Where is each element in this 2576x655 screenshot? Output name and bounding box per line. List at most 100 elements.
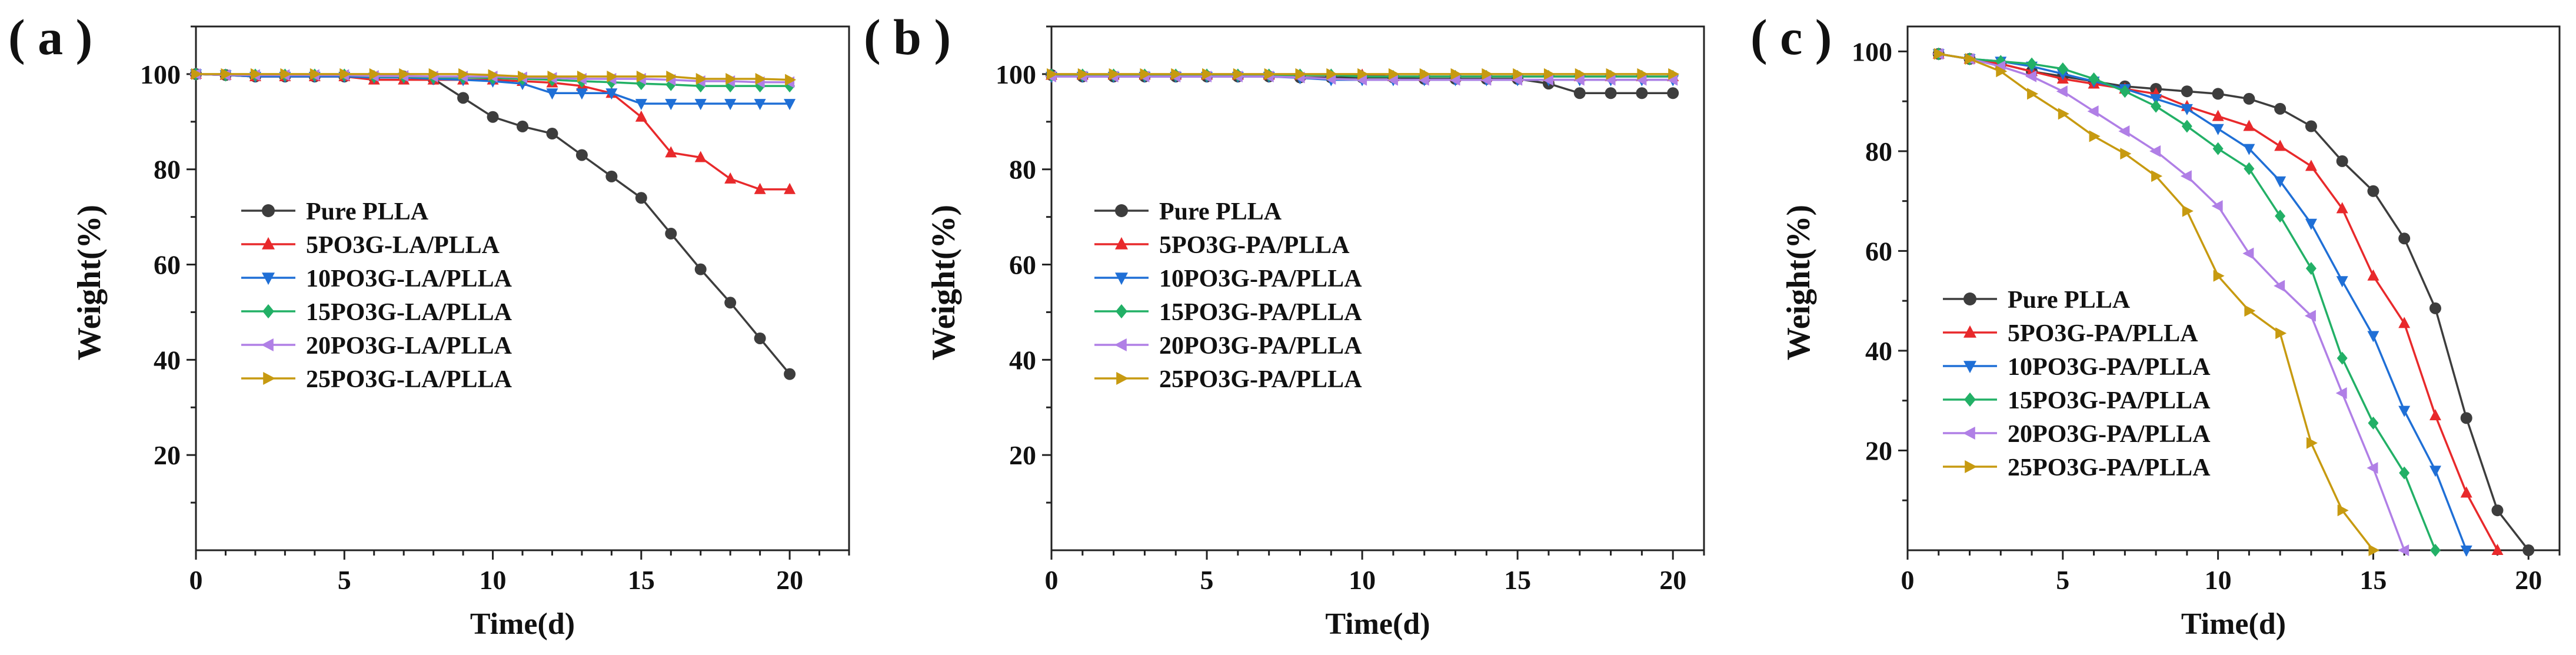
x-tick-label: 5: [1200, 565, 1214, 595]
data-point: [2212, 88, 2224, 100]
data-point: [2491, 544, 2504, 555]
legend-marker: [1964, 392, 1976, 407]
data-point: [2027, 88, 2039, 100]
data-point: [2212, 109, 2224, 121]
data-point: [577, 70, 588, 82]
legend-label: 5PO3G-PA/PLLA: [2008, 320, 2198, 347]
data-point: [1606, 68, 1618, 80]
data-point: [2429, 302, 2441, 314]
data-point: [724, 99, 737, 111]
x-tick-label: 5: [338, 565, 351, 595]
data-point: [399, 68, 411, 80]
legend-marker: [261, 338, 274, 351]
data-point: [2398, 232, 2411, 245]
data-point: [725, 73, 737, 85]
data-point: [2460, 546, 2472, 557]
data-point: [636, 70, 648, 82]
data-point: [1419, 68, 1431, 80]
data-point: [2491, 504, 2504, 517]
data-point: [2243, 92, 2255, 105]
x-tick-label: 0: [1901, 565, 1915, 595]
data-point: [2337, 351, 2348, 365]
data-point: [458, 68, 470, 80]
legend-marker: [1116, 372, 1129, 385]
data-point: [2368, 544, 2380, 556]
data-point: [1140, 68, 1151, 80]
data-point: [2305, 159, 2317, 171]
data-point: [340, 68, 351, 80]
x-tick-label: 20: [776, 565, 803, 595]
data-point: [2398, 405, 2411, 417]
x-tick-label: 10: [480, 565, 507, 595]
data-point: [2212, 124, 2224, 135]
x-tick-label: 15: [628, 565, 655, 595]
y-axis-label: Weight(%): [926, 205, 962, 360]
data-point: [1543, 68, 1555, 80]
data-point: [605, 170, 618, 182]
data-point: [605, 88, 618, 100]
x-tick-label: 10: [1349, 565, 1376, 595]
data-point: [1513, 68, 1525, 80]
legend-label: Pure PLLA: [1159, 198, 1282, 225]
data-point: [2088, 72, 2099, 85]
panel-label: ( b ): [864, 9, 951, 65]
legend-label: 20PO3G-PA/PLLA: [2008, 421, 2211, 448]
data-point: [309, 68, 321, 80]
legend-label: 15PO3G-PA/PLLA: [2008, 387, 2211, 414]
y-tick-label: 100: [996, 59, 1036, 89]
x-axis-label: Time(d): [2181, 607, 2286, 641]
data-point: [2336, 276, 2348, 288]
data-point: [1047, 68, 1058, 80]
data-point: [754, 182, 766, 194]
data-point: [2367, 269, 2379, 281]
legend-marker: [262, 304, 274, 319]
data-point: [1388, 68, 1400, 80]
data-point: [1480, 74, 1492, 86]
legend-label: 25PO3G-PA/PLLA: [2008, 454, 2211, 481]
x-tick-label: 0: [1045, 565, 1059, 595]
data-point: [2119, 85, 2131, 98]
data-point: [2429, 544, 2441, 557]
y-tick-label: 100: [140, 59, 181, 89]
data-point: [2429, 409, 2441, 421]
data-point: [369, 68, 381, 80]
data-point: [724, 172, 737, 184]
data-point: [694, 263, 707, 275]
data-point: [2336, 155, 2348, 167]
data-point: [784, 368, 796, 380]
data-point: [1264, 68, 1276, 80]
y-tick-label: 80: [154, 155, 181, 185]
y-tick-label: 20: [1865, 435, 1892, 466]
data-point: [2025, 70, 2037, 82]
data-point: [280, 68, 292, 80]
data-point: [1636, 87, 1648, 99]
plot-frame: [1050, 25, 1705, 551]
data-point: [428, 68, 440, 80]
data-point: [457, 92, 470, 104]
data-point: [2181, 104, 2193, 115]
series-line: [1938, 52, 2405, 551]
series-15PO3G-PA/PLLA: [1933, 47, 2441, 557]
panel-label: ( c ): [1750, 9, 1832, 65]
data-point: [2180, 170, 2192, 182]
data-point: [546, 128, 558, 140]
data-point: [2274, 176, 2287, 188]
data-point: [1667, 87, 1679, 99]
y-tick-label: 80: [1009, 155, 1036, 185]
series-20PO3G-PA/PLLA: [1932, 48, 2409, 556]
x-tick-label: 10: [2205, 565, 2232, 595]
data-point: [2274, 280, 2285, 292]
data-point: [1326, 68, 1338, 80]
data-point: [487, 111, 499, 123]
data-point: [1449, 74, 1460, 86]
legend-label: 25PO3G-LA/PLLA: [306, 366, 512, 393]
series-25PO3G-PA/PLLA: [1047, 68, 1680, 80]
data-point: [2368, 416, 2379, 430]
data-point: [2367, 331, 2379, 343]
legend-label: 15PO3G-LA/PLLA: [306, 299, 512, 326]
data-point: [1637, 68, 1649, 80]
legend-marker: [1963, 325, 1976, 338]
series-25PO3G-LA/PLLA: [191, 68, 797, 86]
legend-marker: [262, 237, 275, 250]
